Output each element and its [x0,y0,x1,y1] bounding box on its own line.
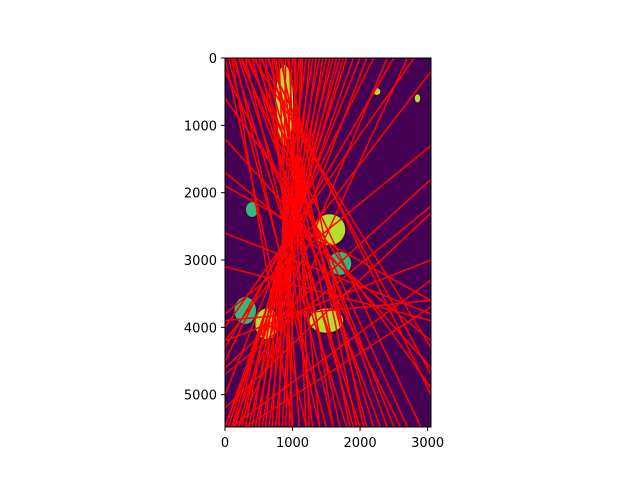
detected-line [237,58,344,427]
detected-line [247,58,338,427]
detected-line [225,71,431,342]
detected-line [234,58,321,427]
detected-line [231,58,294,427]
detected-line [254,58,388,427]
detected-line [225,58,415,328]
detected-line [225,58,355,427]
y-tick-label: 1000 [184,119,217,134]
x-tick-label: 0 [221,436,229,451]
detected-line [259,58,431,375]
detected-lines [225,58,431,427]
detected-line [225,299,431,322]
detected-line [288,58,307,427]
detected-line [272,58,351,427]
detected-line [231,58,388,427]
detected-line [251,58,355,427]
plot-area [225,58,431,427]
detected-line [225,58,307,427]
y-tick-label: 3000 [184,254,217,269]
axes-frame [224,57,432,428]
y-tick-label: 2000 [184,187,217,202]
detected-line [231,279,431,427]
image-blob [414,94,421,103]
detected-line [293,58,311,427]
detected-line [239,58,409,427]
y-tick-label: 5000 [184,389,217,404]
y-tick-label: 4000 [184,321,217,336]
image-blob [245,202,259,217]
detected-line [225,58,361,395]
detected-line [279,58,358,427]
detected-line [225,58,395,348]
detected-line [225,185,431,302]
detected-line [245,58,422,427]
detected-line [288,58,302,427]
x-tick-label: 3000 [411,436,444,451]
detected-line [274,58,334,427]
detected-line [266,58,431,396]
detected-line [225,58,368,427]
x-tick-label: 2000 [344,436,377,451]
x-tick-label: 1000 [276,436,309,451]
y-axis: 0 1000 2000 3000 4000 5000 [184,52,225,404]
x-axis: 0 1000 2000 3000 [221,427,444,451]
detected-line [286,58,365,427]
y-tick-label: 0 [209,52,217,67]
